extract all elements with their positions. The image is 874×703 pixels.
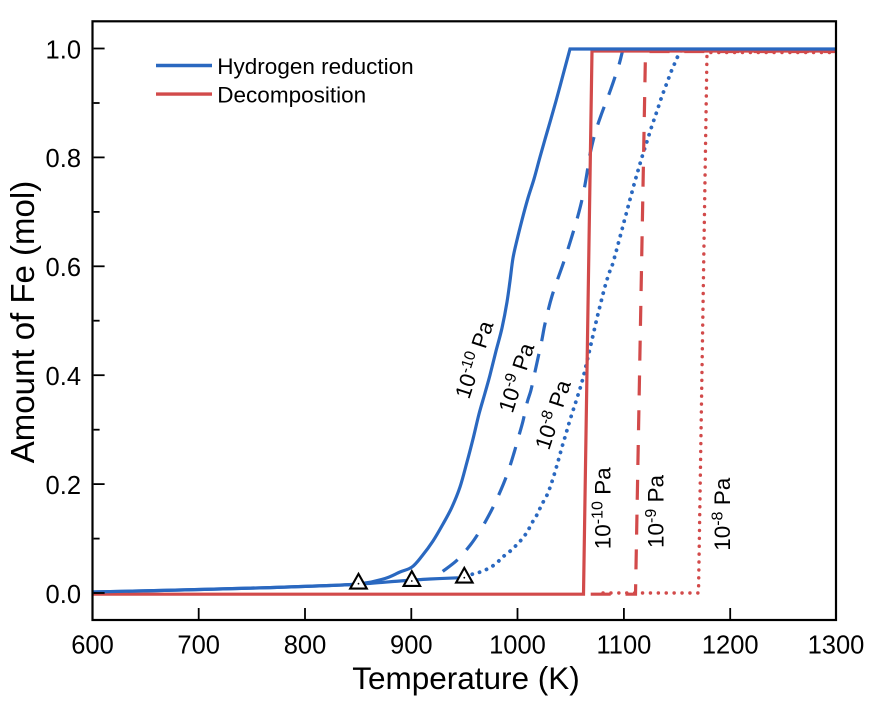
svg-text:1200: 1200 <box>702 631 759 659</box>
svg-text:Temperature (K): Temperature (K) <box>352 660 580 696</box>
svg-text:0.6: 0.6 <box>46 254 81 282</box>
svg-text:900: 900 <box>390 631 433 659</box>
svg-text:Amount of Fe (mol): Amount of Fe (mol) <box>4 181 41 463</box>
svg-text:700: 700 <box>177 631 220 659</box>
svg-text:Hydrogen reduction: Hydrogen reduction <box>217 54 413 79</box>
svg-text:0.4: 0.4 <box>46 363 81 391</box>
svg-text:1300: 1300 <box>808 631 865 659</box>
svg-text:0.2: 0.2 <box>46 472 81 500</box>
svg-text:0.8: 0.8 <box>46 145 81 173</box>
svg-text:0.0: 0.0 <box>46 581 81 609</box>
svg-text:600: 600 <box>71 631 114 659</box>
svg-text:1.0: 1.0 <box>46 36 81 64</box>
svg-text:800: 800 <box>284 631 327 659</box>
svg-text:1100: 1100 <box>596 631 651 659</box>
svg-text:Decomposition: Decomposition <box>217 83 366 108</box>
svg-text:1000: 1000 <box>489 631 546 659</box>
